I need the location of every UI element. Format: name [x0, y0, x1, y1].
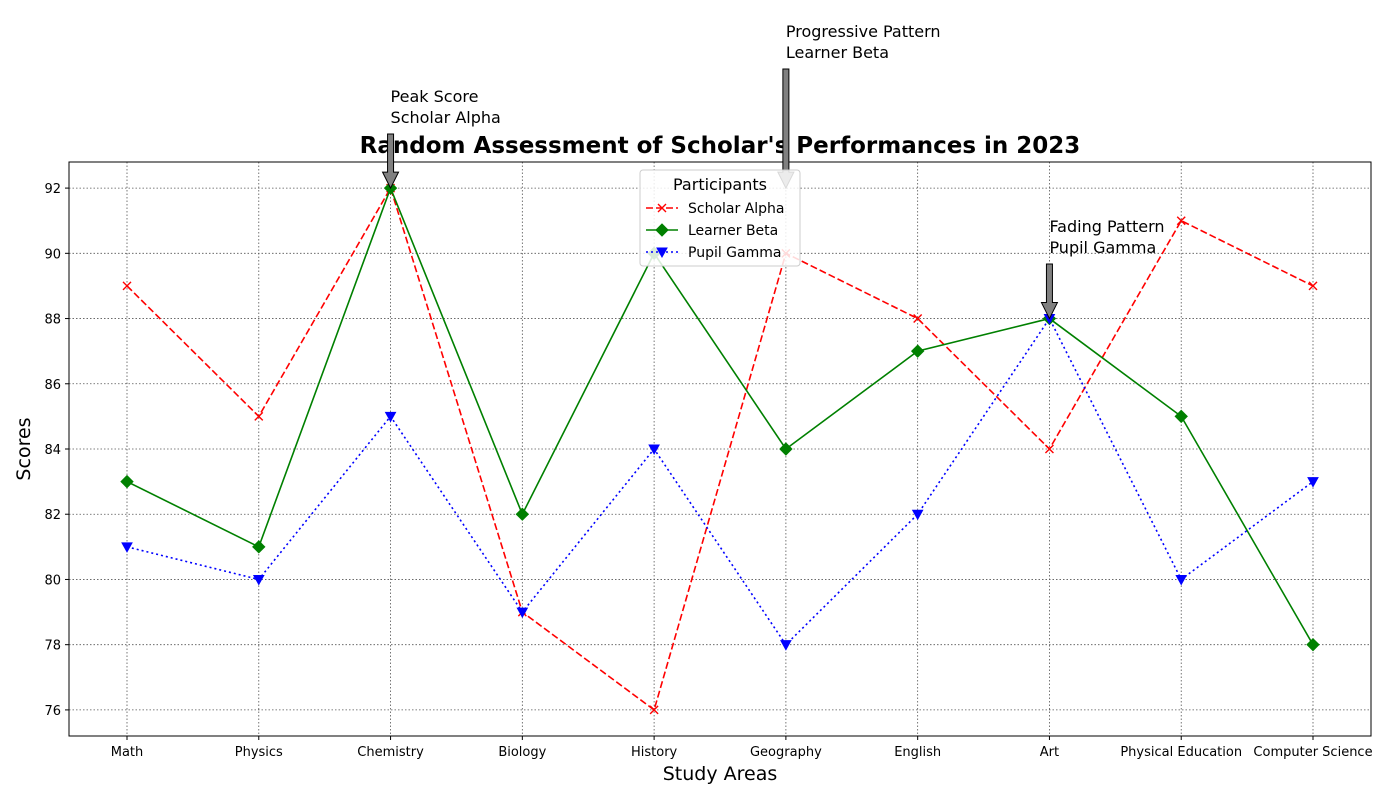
data-point-pupil-gamma-english [911, 509, 924, 521]
data-point-pupil-gamma-biology [516, 607, 529, 619]
annotation-text-line: Fading Pattern [1049, 217, 1164, 236]
chart-title: Random Assessment of Scholar's Performan… [360, 133, 1081, 159]
annotation-arrow [381, 133, 400, 190]
x-tick-label-art: Art [1040, 745, 1059, 760]
x-tick-label-chemistry: Chemistry [357, 745, 424, 760]
legend-label-learner-beta: Learner Beta [688, 223, 778, 239]
data-point-learner-beta-math [120, 474, 134, 489]
data-point-scholar-alpha-computer-science [1308, 281, 1318, 291]
series-line-scholar-alpha [126, 186, 1314, 712]
y-tick-label-86: 86 [44, 378, 61, 393]
data-point-pupil-gamma-physical-education [1175, 574, 1188, 586]
data-point-pupil-gamma-geography [780, 640, 792, 651]
y-tick-label-92: 92 [44, 182, 61, 197]
annotation-fading-pattern: Fading Pattern Pupil Gamma [1040, 217, 1165, 320]
series-line-pupil-gamma [126, 316, 1314, 646]
x-tick-label-computer-science: Computer Science [1253, 745, 1372, 760]
y-tick-label-84: 84 [44, 443, 61, 458]
y-axis: 76 78 80 82 84 86 88 90 92 [44, 182, 69, 719]
data-point-scholar-alpha-english [913, 314, 923, 324]
data-point-pupil-gamma-physics [252, 574, 265, 586]
x-tick-label-english: English [894, 745, 941, 760]
data-point-pupil-gamma-history [648, 444, 660, 456]
data-point-scholar-alpha-physics [254, 411, 264, 421]
data-point-pupil-gamma-chemistry [384, 411, 397, 423]
series-group [120, 181, 1320, 715]
x-tick-label-history: History [631, 745, 678, 760]
data-point-scholar-alpha-history [649, 705, 659, 715]
x-axis-label: Study Areas [663, 763, 778, 785]
data-point-learner-beta-geography [779, 442, 793, 456]
data-point-learner-beta-english [910, 344, 925, 358]
legend-label-pupil-gamma: Pupil Gamma [688, 245, 781, 261]
data-point-scholar-alpha-math [122, 281, 132, 291]
data-point-learner-beta-physical-education [1174, 409, 1188, 424]
annotations: Peak Score Scholar Alpha Progressive Patte… [381, 22, 1165, 320]
legend: Participants Scholar Alpha Learner Beta Pup… [639, 169, 801, 267]
x-tick-label-geography: Geography [750, 745, 822, 760]
data-point-learner-beta-biology [515, 507, 530, 521]
x-tick-label-physical-education: Physical Education [1120, 745, 1242, 760]
legend-marker-pupil-gamma [656, 247, 668, 259]
x-axis: Math Physics Chemistry Biology History Geogra… [111, 736, 1373, 760]
x-tick-label-physics: Physics [235, 745, 283, 760]
data-point-scholar-alpha-art [1044, 444, 1054, 454]
legend-marker-scholar-alpha [657, 203, 667, 213]
y-tick-label-80: 80 [44, 573, 61, 588]
grid [69, 162, 1371, 736]
y-tick-label-90: 90 [44, 247, 61, 262]
annotation-text-line: Peak Score [391, 87, 479, 106]
y-tick-label-88: 88 [44, 313, 61, 328]
legend-box [639, 169, 801, 267]
data-point-pupil-gamma-math [121, 542, 133, 553]
y-axis-label: Scores [13, 417, 35, 480]
annotation-progressive-pattern: Progressive Pattern Learner Beta [777, 22, 941, 190]
y-tick-label-78: 78 [44, 639, 61, 654]
annotation-text-line: Learner Beta [786, 43, 889, 62]
legend-label-scholar-alpha: Scholar Alpha [688, 201, 785, 217]
x-tick-label-math: Math [111, 745, 144, 760]
annotation-arrow [1040, 263, 1059, 320]
data-point-learner-beta-computer-science [1306, 637, 1320, 652]
y-tick-label-82: 82 [44, 508, 61, 523]
legend-marker-learner-beta [655, 223, 669, 237]
series-pupil-gamma [121, 314, 1319, 651]
annotation-text-line: Scholar Alpha [391, 108, 501, 127]
y-tick-label-76: 76 [44, 704, 61, 719]
x-tick-label-biology: Biology [498, 745, 546, 760]
legend-title: Participants [673, 175, 767, 194]
data-point-scholar-alpha-physical-education [1176, 216, 1186, 226]
annotation-text-line: Pupil Gamma [1049, 238, 1156, 257]
data-point-learner-beta-physics [252, 540, 266, 554]
series-line-learner-beta [126, 185, 1314, 646]
annotation-peak-score: Peak Score Scholar Alpha [381, 87, 501, 190]
data-point-pupil-gamma-computer-science [1307, 477, 1319, 488]
annotation-text-line: Progressive Pattern [786, 22, 941, 41]
